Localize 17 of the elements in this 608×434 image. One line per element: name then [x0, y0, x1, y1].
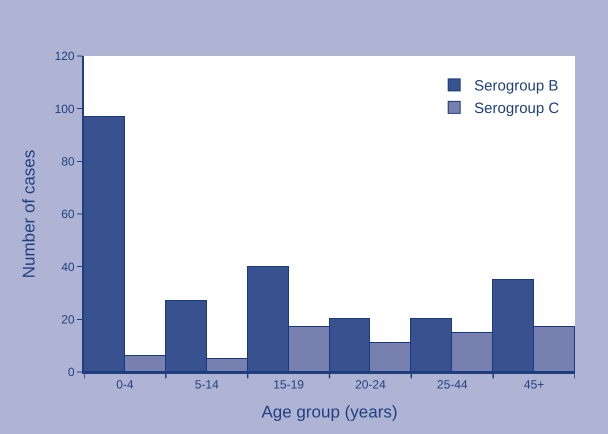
y-tick-label: 0 [68, 365, 75, 380]
x-tick-label: 45+ [524, 377, 544, 392]
legend-label: Serogroup C [474, 100, 560, 118]
y-tick-label: 100 [54, 102, 75, 116]
x-tick-label: 5-14 [194, 377, 220, 392]
legend-label: Serogroup B [474, 78, 558, 95]
x-axis-title: Age group (years) [261, 402, 398, 422]
x-tick-label: 15-19 [273, 377, 304, 392]
y-tick-label: 80 [61, 154, 75, 169]
y-tick-label: 60 [61, 207, 75, 222]
x-tick-label: 20-24 [355, 377, 386, 392]
y-tick-label: 20 [61, 312, 75, 327]
y-tick-label: 120 [54, 49, 75, 64]
y-axis-title: Number of cases [20, 150, 39, 278]
x-tick-label: 25-44 [436, 377, 468, 392]
x-tick-label: 0-4 [116, 377, 134, 392]
y-tick-label: 40 [61, 260, 75, 274]
